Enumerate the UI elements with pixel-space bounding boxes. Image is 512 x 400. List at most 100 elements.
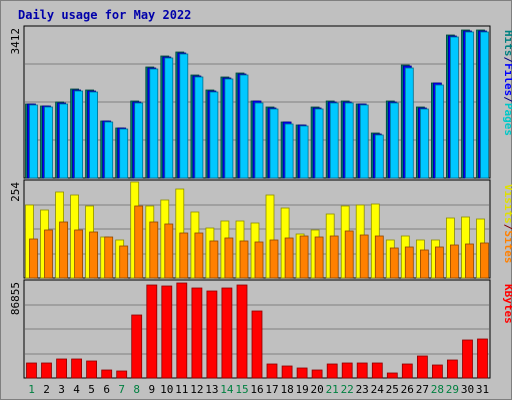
- bar-sites-day-28: [434, 246, 444, 279]
- legend-entry: Sites: [502, 230, 512, 263]
- bar-kbytes-day-19: [296, 367, 308, 379]
- y-max-label: 254: [9, 182, 22, 202]
- x-tick-label: 8: [133, 383, 140, 396]
- bar-pages-day-13: [209, 91, 219, 179]
- bar-kbytes-day-20: [311, 369, 323, 379]
- x-tick-label: 11: [175, 383, 188, 396]
- bar-kbytes-day-9: [146, 284, 158, 379]
- x-tick-label: 19: [295, 383, 308, 396]
- bar-sites-day-16: [254, 241, 264, 279]
- bar-kbytes-day-29: [446, 359, 458, 379]
- bar-kbytes-day-31: [477, 338, 488, 379]
- x-tick-label: 30: [461, 383, 474, 396]
- bar-kbytes-day-25: [386, 372, 398, 379]
- x-tick-label: 23: [356, 383, 369, 396]
- x-tick-label: 13: [205, 383, 218, 396]
- bar-pages-day-19: [299, 125, 309, 179]
- bar-sites-day-13: [209, 240, 219, 279]
- bar-sites-day-20: [314, 236, 324, 279]
- legend-entry: Visits: [502, 184, 512, 224]
- bar-pages-day-20: [314, 108, 324, 179]
- x-tick-label: 17: [265, 383, 278, 396]
- bar-sites-day-15: [239, 240, 249, 279]
- legend-entry: Files: [502, 63, 512, 96]
- bar-pages-day-1: [29, 104, 38, 179]
- bar-pages-day-5: [89, 91, 98, 179]
- bar-pages-day-10: [164, 57, 174, 179]
- x-tick-label: 31: [476, 383, 489, 396]
- x-tick-label: 25: [386, 383, 399, 396]
- bar-pages-day-17: [269, 108, 279, 179]
- x-tick-label: 22: [341, 383, 354, 396]
- y-max-label: 3412: [9, 28, 22, 55]
- x-tick-label: 9: [148, 383, 155, 396]
- bar-kbytes-day-4: [71, 358, 82, 379]
- x-tick-label: 24: [371, 383, 385, 396]
- series-kbytes: [26, 282, 488, 379]
- bar-sites-day-14: [224, 237, 234, 279]
- bar-sites-day-21: [329, 235, 339, 279]
- x-tick-label: 15: [235, 383, 248, 396]
- bar-pages-day-2: [44, 106, 53, 179]
- legend-entry: /: [502, 57, 512, 64]
- x-tick-label: 26: [401, 383, 414, 396]
- bar-pages-day-9: [149, 68, 159, 179]
- bar-kbytes-day-1: [26, 362, 37, 379]
- bar-sites-day-7: [119, 245, 129, 279]
- bar-sites-day-5: [89, 231, 98, 279]
- bar-kbytes-day-22: [341, 362, 353, 379]
- x-tick-label: 28: [431, 383, 444, 396]
- bar-pages-day-14: [224, 78, 234, 179]
- legend-entry: Pages: [502, 103, 512, 136]
- x-tick-label: 2: [43, 383, 50, 396]
- bar-kbytes-day-14: [221, 287, 233, 379]
- bar-pages-day-4: [74, 90, 83, 179]
- bar-kbytes-day-27: [416, 355, 428, 379]
- bar-kbytes-day-26: [401, 363, 413, 379]
- bar-kbytes-day-7: [116, 370, 128, 379]
- bar-kbytes-day-2: [41, 362, 52, 379]
- bar-pages-day-29: [449, 36, 459, 179]
- legend-entry: KBytes: [502, 284, 512, 324]
- bar-sites-day-2: [44, 229, 53, 279]
- bar-pages-day-22: [344, 102, 354, 179]
- visits-panel: 254 Visits/Sites: [9, 179, 512, 279]
- x-tick-label: 3: [58, 383, 65, 396]
- bar-pages-day-30: [465, 31, 474, 179]
- series-sites: [29, 205, 489, 279]
- series-pages: [29, 31, 489, 179]
- x-axis: 1 2 3 4 5 6 7 8 9 10 11 12 13 14 15 16 17 18 19 20 21 22 23 24 2…: [28, 383, 489, 396]
- bar-pages-day-6: [104, 121, 114, 179]
- legend-kbytes-panel: KBytes: [502, 284, 512, 324]
- bar-pages-day-18: [284, 123, 294, 179]
- bar-pages-day-15: [239, 74, 249, 179]
- bar-pages-day-11: [179, 53, 189, 179]
- bar-sites-day-6: [104, 236, 114, 279]
- bar-pages-day-26: [404, 67, 414, 179]
- bar-sites-day-27: [419, 249, 429, 279]
- x-tick-label: 6: [103, 383, 110, 396]
- bar-kbytes-day-3: [56, 358, 67, 379]
- bar-sites-day-29: [449, 244, 459, 279]
- bar-kbytes-day-17: [266, 363, 278, 379]
- bar-kbytes-day-24: [371, 362, 383, 379]
- bar-pages-day-25: [389, 102, 399, 179]
- bar-sites-day-9: [149, 221, 159, 279]
- legend-visits-panel: Visits/Sites: [502, 184, 512, 264]
- bar-sites-day-8: [134, 205, 144, 279]
- bar-sites-day-10: [164, 223, 174, 279]
- bar-pages-day-27: [419, 108, 429, 179]
- bar-sites-day-1: [29, 238, 38, 279]
- bar-sites-day-22: [344, 230, 354, 279]
- x-tick-label: 5: [88, 383, 95, 396]
- bar-kbytes-day-18: [281, 365, 293, 379]
- bar-kbytes-day-28: [431, 364, 443, 379]
- bar-pages-day-3: [59, 103, 68, 179]
- bar-sites-day-24: [374, 235, 384, 279]
- x-tick-label: 20: [310, 383, 323, 396]
- bar-pages-day-7: [119, 128, 129, 179]
- bar-pages-day-23: [359, 104, 369, 179]
- x-tick-label: 10: [160, 383, 173, 396]
